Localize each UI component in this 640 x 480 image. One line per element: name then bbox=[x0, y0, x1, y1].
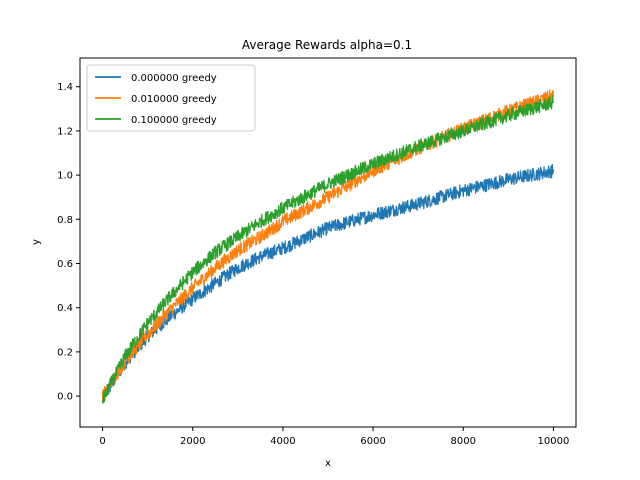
legend-label: 0.010000 greedy bbox=[131, 94, 217, 105]
y-tick-label: 0.2 bbox=[57, 347, 73, 358]
x-tick-label: 4000 bbox=[270, 436, 295, 447]
x-axis: 0 2000 4000 6000 8000 10000 bbox=[99, 427, 569, 447]
legend-box bbox=[86, 64, 256, 132]
y-tick-label: 1.2 bbox=[57, 126, 73, 137]
plot-area-frame bbox=[79, 57, 577, 428]
y-axis-label: y bbox=[31, 239, 42, 245]
plot-lines bbox=[101, 89, 555, 404]
y-tick-label: 0.8 bbox=[57, 215, 73, 226]
x-tick-label: 2000 bbox=[180, 436, 205, 447]
x-tick-label: 8000 bbox=[451, 436, 476, 447]
y-tick-label: 1.4 bbox=[57, 82, 73, 93]
legend-label: 0.100000 greedy bbox=[131, 115, 217, 126]
legend: 0.000000 greedy 0.010000 greedy 0.100000 g… bbox=[86, 64, 256, 132]
legend-label: 0.000000 greedy bbox=[131, 73, 217, 84]
y-axis: 0.0 0.2 0.4 0.6 0.8 1.0 1.2 1.4 bbox=[57, 82, 80, 403]
y-tick-label: 0.6 bbox=[57, 259, 73, 270]
x-tick-label: 10000 bbox=[538, 436, 570, 447]
y-tick-label: 0.4 bbox=[57, 303, 73, 314]
chart-title: Average Rewards alpha=0.1 bbox=[242, 38, 412, 52]
y-tick-label: 0.0 bbox=[57, 392, 73, 403]
y-tick-label: 1.0 bbox=[57, 171, 73, 182]
x-axis-label: x bbox=[325, 458, 331, 469]
x-tick-label: 6000 bbox=[360, 436, 385, 447]
x-tick-label: 0 bbox=[99, 436, 105, 447]
series-line-0 bbox=[101, 164, 555, 401]
series-line-2 bbox=[101, 95, 555, 404]
